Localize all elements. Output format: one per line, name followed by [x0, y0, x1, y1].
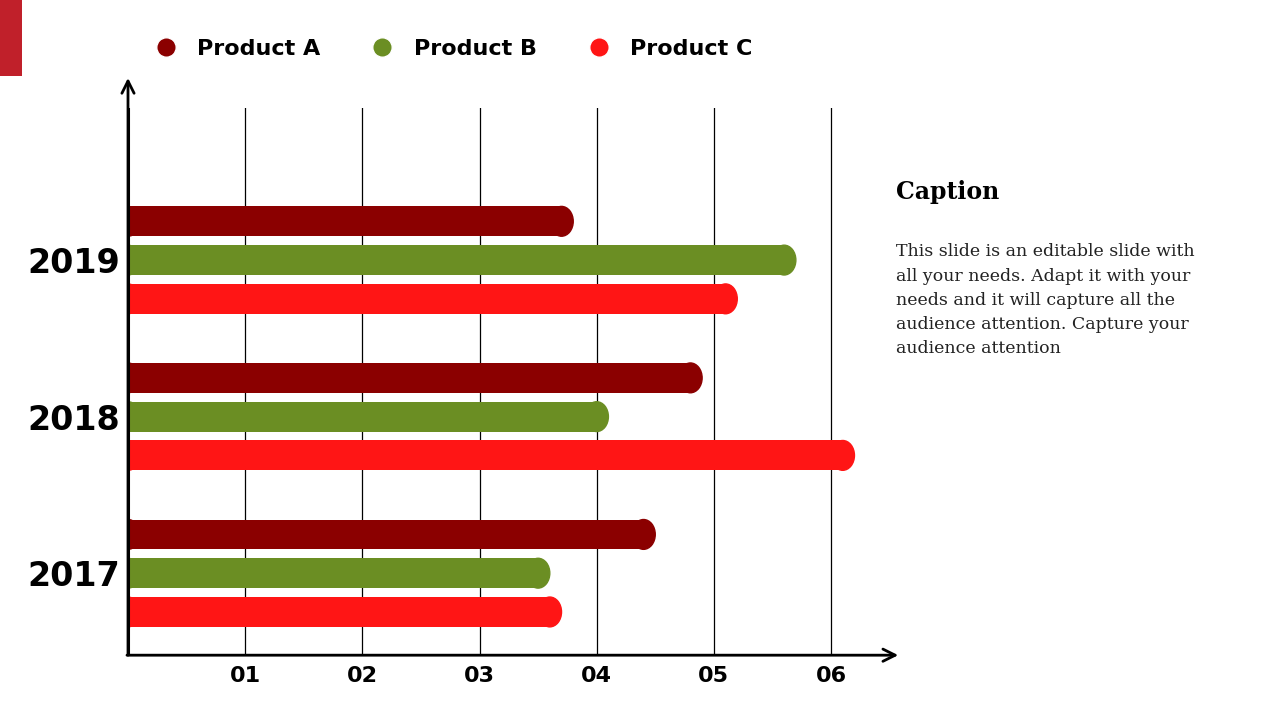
Bar [128, 520, 644, 549]
Circle shape [116, 520, 140, 549]
Circle shape [116, 246, 140, 275]
Circle shape [538, 597, 562, 627]
Circle shape [772, 246, 796, 275]
Circle shape [116, 558, 140, 588]
Bar [128, 558, 538, 588]
Text: Caption: Caption [896, 180, 1000, 204]
Circle shape [116, 597, 140, 627]
Bar [128, 402, 596, 431]
Text: This slide is an editable slide with
all your needs. Adapt it with your
needs an: This slide is an editable slide with all… [896, 243, 1194, 357]
Circle shape [714, 284, 737, 314]
Circle shape [585, 402, 608, 431]
Circle shape [116, 402, 140, 431]
Circle shape [678, 363, 703, 393]
Bar [128, 363, 690, 393]
Circle shape [550, 207, 573, 236]
Bar [128, 597, 550, 627]
Bar [128, 284, 726, 314]
Circle shape [116, 207, 140, 236]
Text: TEMPLATES POWERPOINT BUSINESS FOR PROFIT: TEMPLATES POWERPOINT BUSINESS FOR PROFIT [31, 17, 1249, 59]
Legend: Product A, Product B, Product C: Product A, Product B, Product C [138, 32, 759, 65]
Bar [128, 441, 842, 470]
Circle shape [116, 363, 140, 393]
Circle shape [526, 558, 550, 588]
Circle shape [116, 284, 140, 314]
Circle shape [116, 441, 140, 470]
Bar [128, 246, 785, 275]
Bar [128, 207, 562, 236]
Circle shape [831, 441, 855, 470]
Bar [0, 0, 22, 76]
Circle shape [632, 520, 655, 549]
